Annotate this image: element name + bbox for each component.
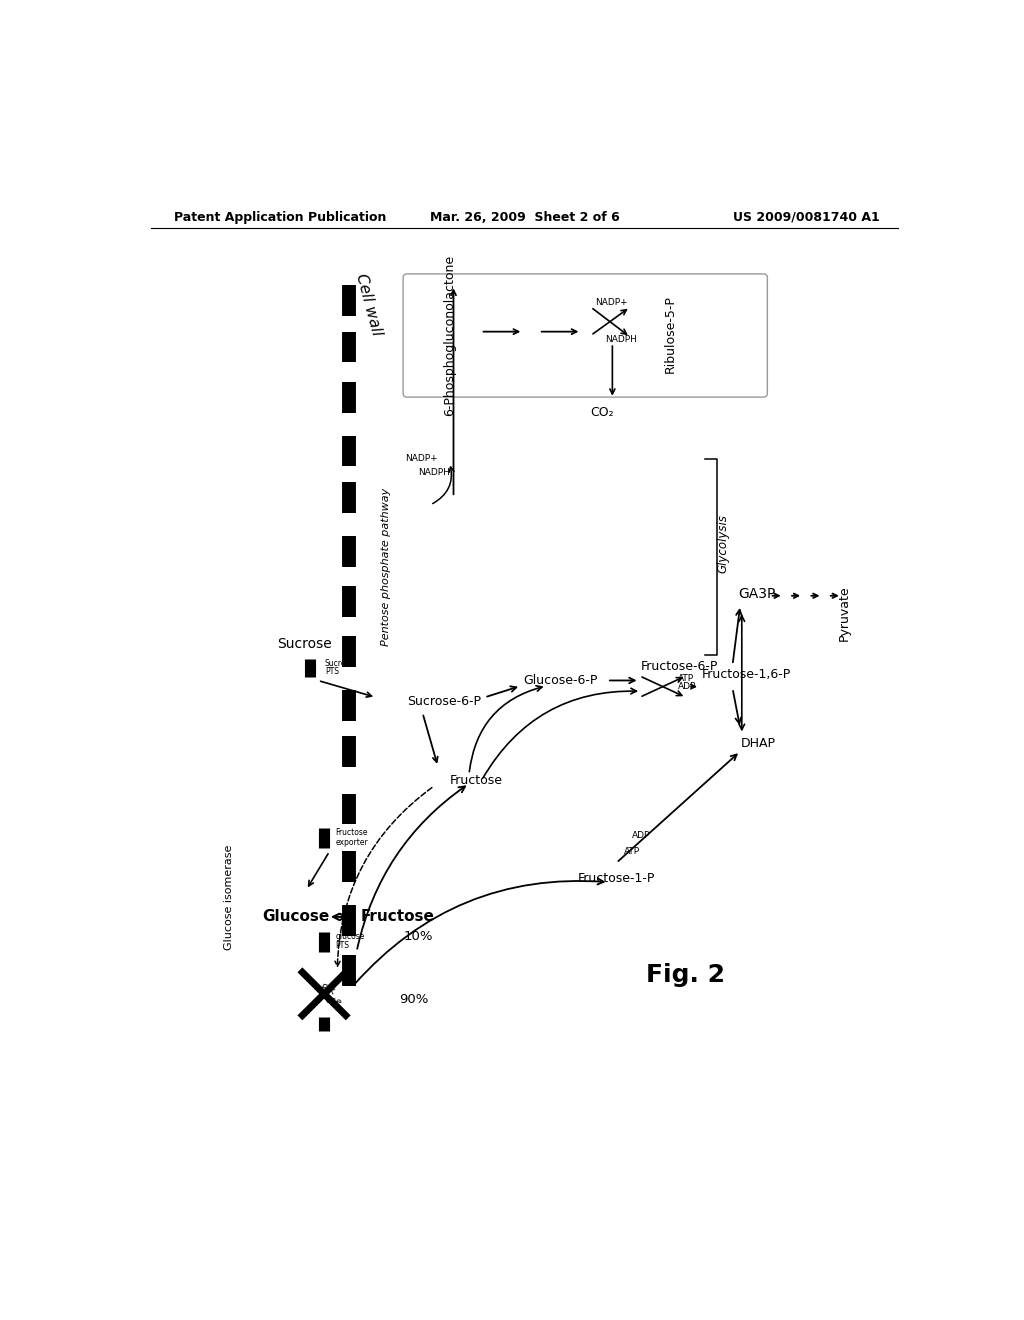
Text: NADPH: NADPH <box>604 335 637 343</box>
Text: ADP: ADP <box>632 832 650 841</box>
Text: ATP: ATP <box>678 673 694 682</box>
Text: ose: ose <box>324 994 343 1008</box>
Text: Glucose isomerase: Glucose isomerase <box>224 845 233 950</box>
Text: NADPH: NADPH <box>418 469 451 477</box>
Text: Frk: Frk <box>319 983 337 997</box>
Text: Mar. 26, 2009  Sheet 2 of 6: Mar. 26, 2009 Sheet 2 of 6 <box>430 211 620 224</box>
Text: Fructose-6-P: Fructose-6-P <box>641 660 719 673</box>
Text: Glycolysis: Glycolysis <box>717 513 730 573</box>
Text: Fructose-1,6-P: Fructose-1,6-P <box>701 668 791 681</box>
Text: Fructose: Fructose <box>450 774 503 787</box>
Text: DHAP: DHAP <box>740 737 775 750</box>
Text: exporter: exporter <box>336 838 369 846</box>
Text: glucose: glucose <box>336 932 366 941</box>
Text: Glucose: Glucose <box>262 909 330 924</box>
Text: Fructose: Fructose <box>360 909 434 924</box>
Text: 90%: 90% <box>399 993 429 1006</box>
Text: Pentose phosphate pathway: Pentose phosphate pathway <box>381 487 391 645</box>
Text: GA3P: GA3P <box>738 587 776 601</box>
Text: Fructose-1-P: Fructose-1-P <box>578 871 655 884</box>
Text: ATP: ATP <box>624 847 640 855</box>
Text: Pyruvate: Pyruvate <box>838 585 851 640</box>
Text: Fructose: Fructose <box>336 829 369 837</box>
Text: Glucose-6-P: Glucose-6-P <box>523 675 598 686</box>
Text: Sucrose: Sucrose <box>276 636 332 651</box>
Text: 6-Phosphogluconolactone: 6-Phosphogluconolactone <box>443 255 456 416</box>
Text: Sucrose-6-P: Sucrose-6-P <box>407 694 481 708</box>
Text: Sucrose: Sucrose <box>325 659 355 668</box>
Text: ADP: ADP <box>678 682 696 692</box>
Text: US 2009/0081740 A1: US 2009/0081740 A1 <box>733 211 880 224</box>
Text: Fig. 2: Fig. 2 <box>646 962 725 986</box>
Text: NADP+: NADP+ <box>595 298 628 306</box>
Text: 10%: 10% <box>403 929 432 942</box>
Text: Ribulose-5-P: Ribulose-5-P <box>664 296 677 372</box>
Text: Cell wall: Cell wall <box>352 272 384 338</box>
Text: PTS: PTS <box>336 941 350 950</box>
Text: Patent Application Publication: Patent Application Publication <box>174 211 387 224</box>
Text: NADP+: NADP+ <box>404 454 437 463</box>
Text: PTS: PTS <box>325 667 339 676</box>
Text: CO₂: CO₂ <box>591 407 614 418</box>
